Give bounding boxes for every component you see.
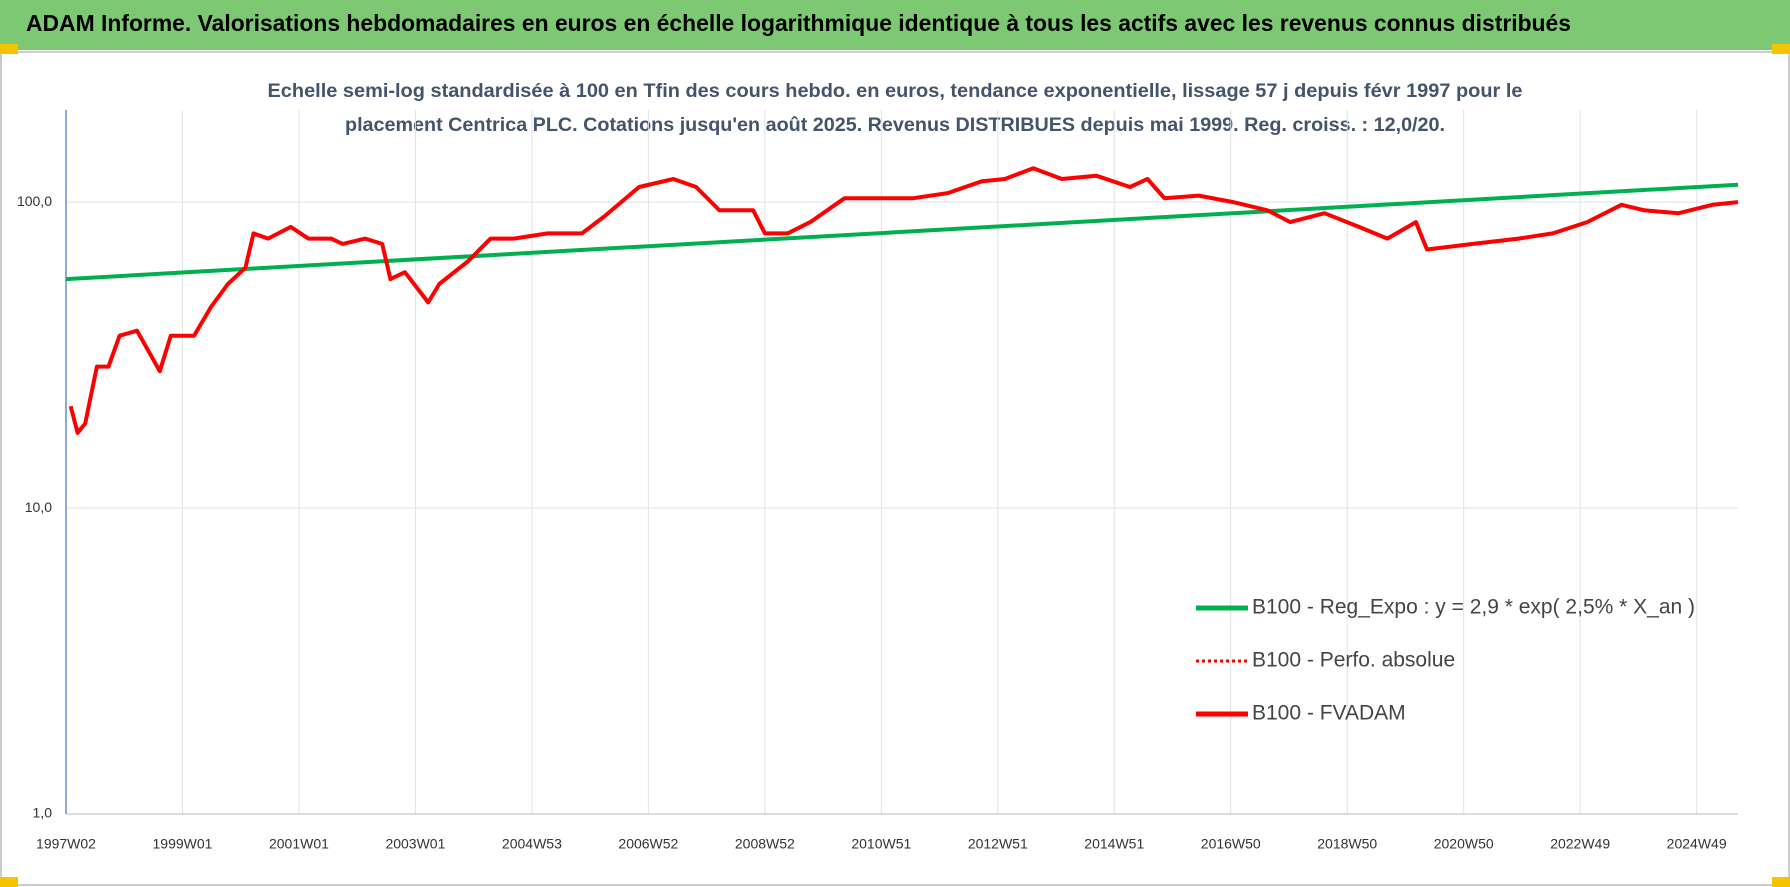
- x-tick-label: 2018W50: [1317, 836, 1377, 852]
- chart-title: placement Centrica PLC. Cotations jusqu'…: [345, 115, 1445, 136]
- chart-frame: [0, 51, 1790, 886]
- x-tick-label: 2006W52: [618, 836, 678, 852]
- corner: [1772, 44, 1790, 54]
- corner: [0, 44, 18, 54]
- x-tick-label: 2003W01: [385, 836, 445, 852]
- x-tick-label: 2016W50: [1201, 836, 1261, 852]
- legend-label: B100 - Perfo. absolue: [1252, 649, 1455, 672]
- x-tick-label: 2012W51: [968, 836, 1028, 852]
- page-title: ADAM Informe. Valorisations hebdomadaire…: [26, 10, 1571, 36]
- corner: [1772, 877, 1790, 887]
- x-tick-label: 2004W53: [502, 836, 562, 852]
- series-line: [65, 182, 1739, 282]
- x-tick-label: 2020W50: [1434, 836, 1494, 852]
- x-tick-label: 1999W01: [153, 836, 213, 852]
- y-tick-label: 10,0: [25, 499, 52, 515]
- y-tick-label: 1,0: [33, 805, 53, 821]
- y-tick-label: 100,0: [17, 193, 52, 209]
- chart-title: Echelle semi-log standardisée à 100 en T…: [268, 81, 1523, 102]
- x-tick-label: 2024W49: [1667, 836, 1727, 852]
- legend-label: B100 - Reg_Expo : y = 2,9 * exp( 2,5% * …: [1252, 596, 1695, 619]
- series-line: [68, 166, 1739, 435]
- legend-label: B100 - FVADAM: [1252, 702, 1406, 725]
- x-tick-label: 2022W49: [1550, 836, 1610, 852]
- x-tick-label: 2008W52: [735, 836, 795, 852]
- header-bar: [0, 0, 1790, 50]
- x-tick-label: 1997W02: [36, 836, 96, 852]
- x-tick-label: 2014W51: [1084, 836, 1144, 852]
- x-tick-label: 2010W51: [851, 836, 911, 852]
- corner: [0, 877, 18, 887]
- x-tick-label: 2001W01: [269, 836, 329, 852]
